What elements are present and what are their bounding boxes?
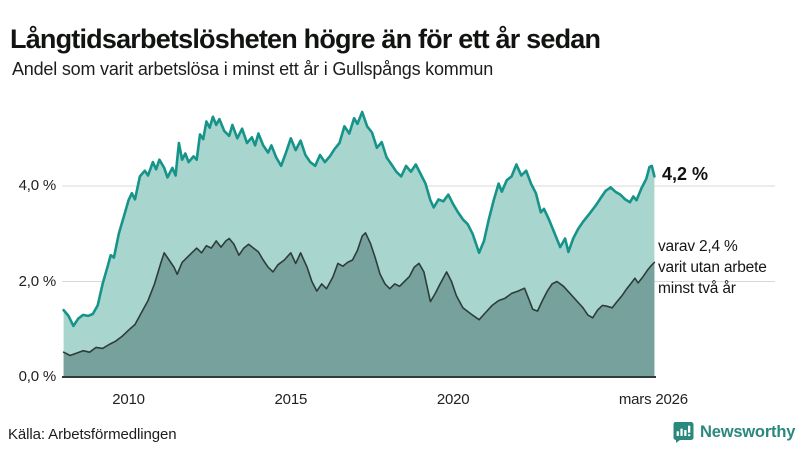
brand-badge[interactable]: Newsworthy	[672, 421, 795, 443]
series-annotation: varav 2,4 % varit utan arbete minst två …	[658, 236, 798, 299]
x-tick-label: 2010	[112, 391, 145, 408]
source-credit: Källa: Arbetsförmedlingen	[8, 426, 177, 443]
y-tick-label: 0,0 %	[18, 368, 57, 385]
newsworthy-logo-icon	[672, 421, 694, 443]
latest-value-label: 4,2 %	[662, 164, 709, 184]
page-title: Långtidsarbetslösheten högre än för ett …	[10, 24, 601, 55]
x-tick-label: 2015	[274, 391, 308, 408]
annotation-line: varav 2,4 %	[658, 238, 738, 255]
y-tick-label: 4,0 %	[18, 177, 57, 194]
annotation-line: varit utan arbete	[658, 259, 767, 276]
brand-name: Newsworthy	[700, 422, 796, 441]
x-tick-label: mars 2026	[618, 391, 688, 408]
x-tick-label: 2020	[436, 391, 470, 408]
annotation-line: minst två år	[658, 280, 736, 297]
y-tick-label: 2,0 %	[18, 272, 57, 290]
chart-subtitle: Andel som varit arbetslösa i minst ett å…	[12, 59, 493, 79]
